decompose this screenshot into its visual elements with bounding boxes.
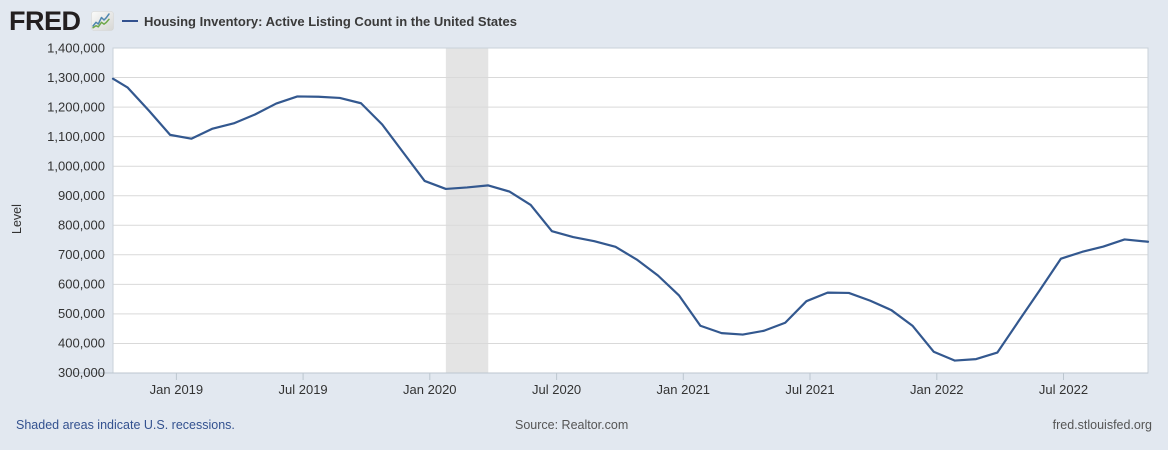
svg-text:600,000: 600,000 xyxy=(58,277,105,292)
svg-text:1,300,000: 1,300,000 xyxy=(47,70,105,85)
svg-text:900,000: 900,000 xyxy=(58,188,105,203)
svg-text:500,000: 500,000 xyxy=(58,306,105,321)
svg-text:Jul 2021: Jul 2021 xyxy=(785,382,834,397)
svg-text:700,000: 700,000 xyxy=(58,247,105,262)
svg-text:Jul 2020: Jul 2020 xyxy=(532,382,581,397)
svg-text:Jan 2021: Jan 2021 xyxy=(657,382,711,397)
svg-text:1,000,000: 1,000,000 xyxy=(47,159,105,174)
svg-text:Jul 2022: Jul 2022 xyxy=(1039,382,1088,397)
svg-text:300,000: 300,000 xyxy=(58,365,105,380)
svg-text:Jan 2022: Jan 2022 xyxy=(910,382,964,397)
svg-text:1,200,000: 1,200,000 xyxy=(47,100,105,115)
svg-text:800,000: 800,000 xyxy=(58,218,105,233)
svg-text:Jul 2019: Jul 2019 xyxy=(279,382,328,397)
svg-text:400,000: 400,000 xyxy=(58,336,105,351)
svg-text:Jan 2019: Jan 2019 xyxy=(150,382,204,397)
svg-text:Jan 2020: Jan 2020 xyxy=(403,382,457,397)
svg-text:1,100,000: 1,100,000 xyxy=(47,129,105,144)
svg-text:1,400,000: 1,400,000 xyxy=(47,41,105,56)
